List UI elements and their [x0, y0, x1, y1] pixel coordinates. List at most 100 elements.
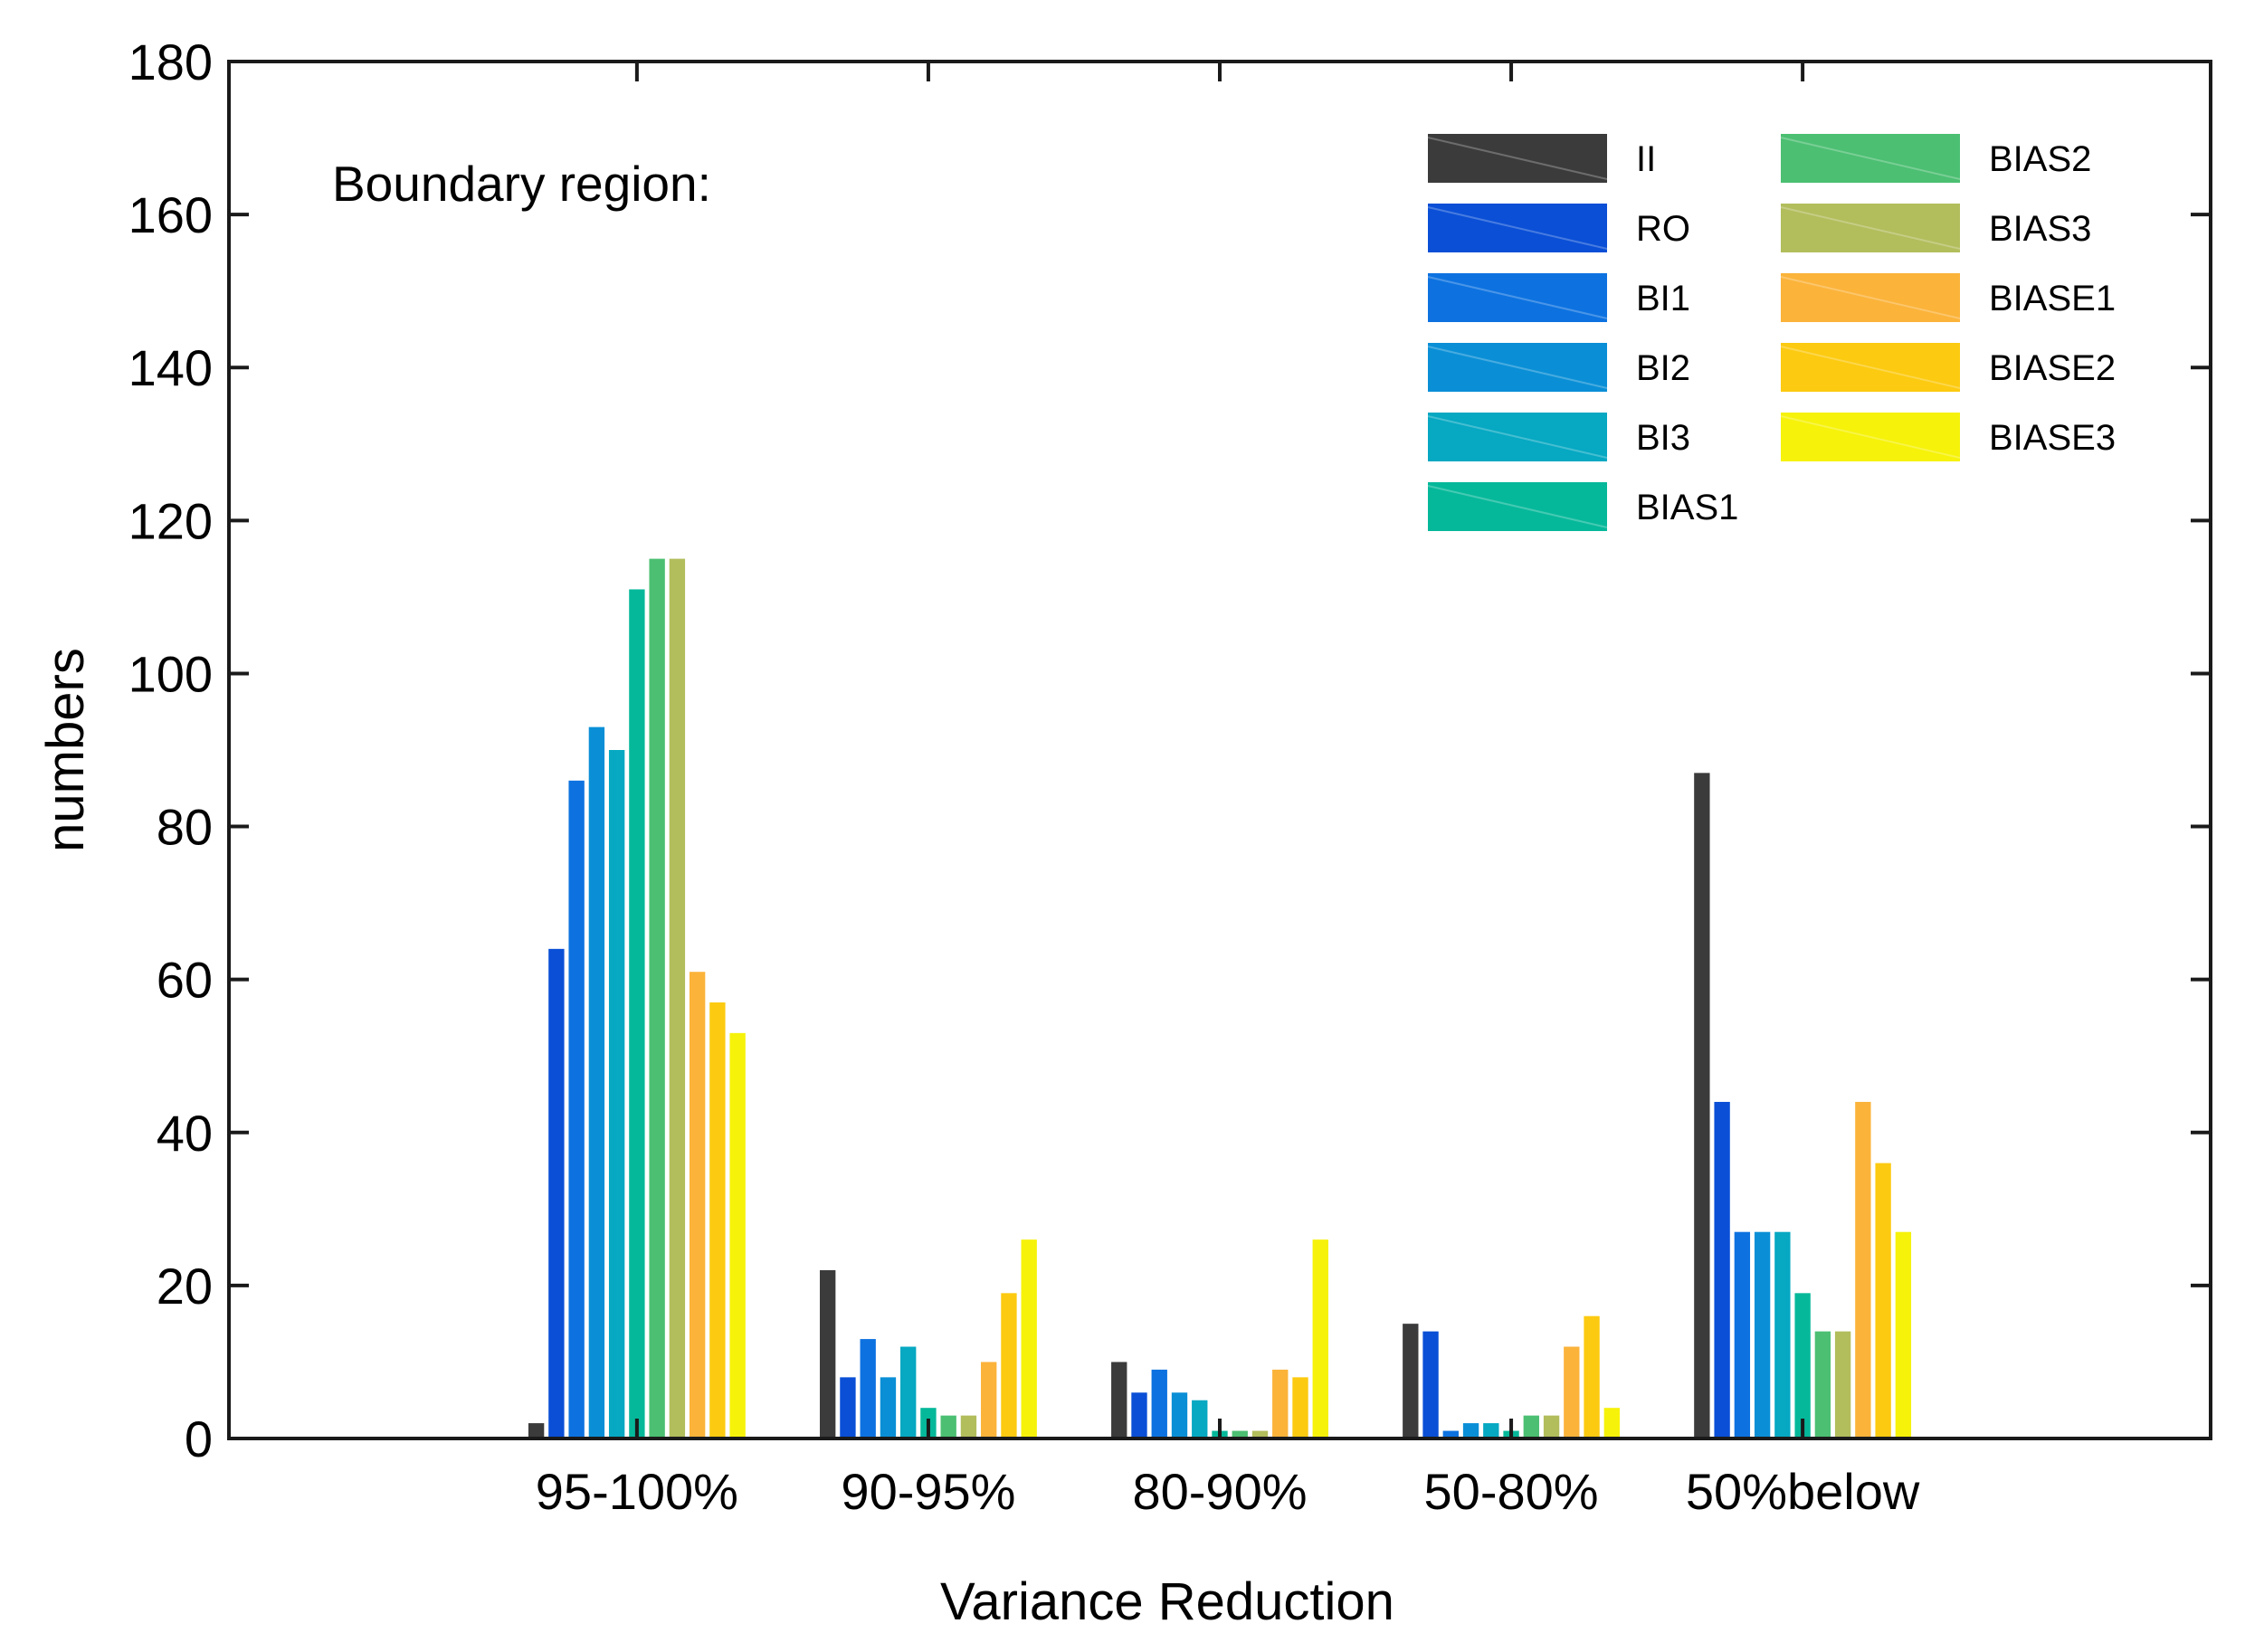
bar-biase3-3	[1603, 1408, 1620, 1438]
bar-biase1-1	[981, 1362, 997, 1438]
legend-swatch-bi3	[1428, 413, 1607, 461]
bar-biase2-3	[1584, 1315, 1600, 1438]
bar-biase2-1	[1001, 1293, 1017, 1438]
legend-swatch-hatch	[1780, 206, 1961, 250]
bar-bi1-4	[1734, 1231, 1751, 1438]
legend-label-biase3: BIASE3	[1989, 418, 2116, 458]
bar-bi1-1	[860, 1339, 876, 1438]
bar-bi2-3	[1462, 1423, 1479, 1438]
bar-biase2-0	[709, 1002, 726, 1438]
bar-ro-1	[840, 1377, 856, 1438]
legend-swatch-hatch	[1427, 485, 1608, 528]
bar-bi3-4	[1774, 1231, 1791, 1438]
bar-biase1-3	[1564, 1346, 1580, 1438]
bar-ii-2	[1111, 1362, 1127, 1438]
y-axis: 0 20 40 60 80 100 120 140 160 180	[128, 33, 2211, 1467]
bar-bias2-1	[940, 1415, 956, 1438]
x-tick-label: 80-90%	[1132, 1463, 1307, 1520]
bar-bias2-0	[649, 558, 665, 1438]
bar-bi3-2	[1192, 1400, 1208, 1438]
bar-bias3-3	[1543, 1415, 1560, 1438]
legend-swatch-bi1	[1428, 273, 1607, 322]
bar-ro-2	[1131, 1392, 1147, 1438]
x-tick-label: 50-80%	[1424, 1463, 1599, 1520]
bar-bias1-4	[1794, 1293, 1811, 1438]
bar-bi1-0	[568, 780, 585, 1438]
legend-swatch-biase3	[1781, 413, 1960, 461]
bar-ii-4	[1694, 773, 1710, 1438]
x-tick-label: 95-100%	[536, 1463, 738, 1520]
x-tick-label: 90-95%	[841, 1463, 1015, 1520]
legend-swatch-hatch	[1427, 415, 1608, 459]
bar-bias3-2	[1251, 1430, 1269, 1438]
bar-biase3-0	[729, 1032, 746, 1438]
legend-swatch-hatch	[1780, 346, 1961, 389]
x-axis-title: Variance Reduction	[940, 1572, 1394, 1631]
x-tick-label: 50%below	[1686, 1463, 1920, 1520]
bar-ii-0	[528, 1423, 545, 1438]
y-axis-title: numbers	[36, 648, 95, 852]
legend-swatch-bi2	[1428, 343, 1607, 392]
legend-label-bi3: BI3	[1636, 418, 1690, 458]
bar-biase3-2	[1312, 1239, 1328, 1438]
bar-ro-4	[1714, 1101, 1730, 1438]
bar-bias2-3	[1523, 1415, 1539, 1438]
bar-bias2-4	[1814, 1331, 1831, 1438]
y-tick-label: 180	[128, 33, 213, 90]
bar-biase1-2	[1272, 1369, 1289, 1438]
legend-label-bias1: BIAS1	[1636, 488, 1738, 527]
bar-ro-3	[1422, 1331, 1439, 1438]
legend-label-bi2: BI2	[1636, 348, 1690, 388]
legend-label-biase2: BIASE2	[1989, 348, 2116, 388]
bar-ro-0	[548, 948, 565, 1438]
plot-frame	[227, 60, 2212, 1440]
bar-biase3-1	[1021, 1239, 1037, 1438]
legend-swatch-hatch	[1427, 346, 1608, 389]
x-axis: 95-100% 90-95% 80-90% 50-80% 50%below	[536, 62, 1920, 1520]
y-tick-label: 40	[157, 1105, 213, 1162]
bar-bias2-2	[1232, 1430, 1248, 1438]
legend-swatch-ro	[1428, 204, 1607, 252]
legend: II RO BI1 BI2 BI3 BIAS1 BIAS2 BIAS3 BIASE1 BIASE2…	[1427, 134, 2116, 531]
legend-label-bias2: BIAS2	[1989, 139, 2091, 179]
bars-layer	[528, 558, 1912, 1438]
y-tick-label: 140	[128, 339, 213, 396]
legend-swatch-hatch	[1427, 137, 1608, 180]
bar-biase2-2	[1292, 1377, 1308, 1438]
y-tick-label: 120	[128, 492, 213, 549]
bar-bi2-2	[1171, 1392, 1188, 1438]
annotation-text: Boundary region:	[332, 156, 711, 212]
bar-bias3-4	[1834, 1331, 1851, 1438]
legend-label-bi1: BI1	[1636, 279, 1690, 318]
y-tick-label: 20	[157, 1258, 213, 1315]
legend-label-ii: II	[1636, 139, 1656, 179]
bar-bi3-3	[1483, 1423, 1499, 1438]
bar-ii-1	[820, 1269, 836, 1438]
legend-label-bias3: BIAS3	[1989, 209, 2091, 249]
bar-bi3-1	[900, 1346, 917, 1438]
bar-bias3-0	[669, 558, 686, 1438]
legend-swatch-ii	[1428, 134, 1607, 183]
bar-biase1-4	[1855, 1101, 1871, 1438]
bar-bi2-4	[1754, 1231, 1771, 1438]
y-tick-label: 60	[157, 952, 213, 1009]
bar-biase3-4	[1895, 1231, 1912, 1438]
bar-ii-3	[1403, 1324, 1419, 1438]
legend-swatch-bias1	[1428, 482, 1607, 531]
legend-swatch-hatch	[1427, 206, 1608, 250]
bar-bi2-0	[588, 726, 605, 1438]
bar-bi1-2	[1151, 1369, 1167, 1438]
y-tick-label: 100	[128, 645, 213, 702]
legend-label-biase1: BIASE1	[1989, 279, 2116, 318]
y-tick-label: 160	[128, 186, 213, 243]
legend-swatch-biase1	[1781, 273, 1960, 322]
bar-bi3-0	[608, 750, 625, 1438]
bar-bias1-0	[629, 589, 645, 1438]
legend-swatch-biase2	[1781, 343, 1960, 392]
legend-swatch-bias3	[1781, 204, 1960, 252]
legend-swatch-hatch	[1427, 276, 1608, 319]
bar-biase1-0	[689, 972, 706, 1438]
y-tick-label: 0	[185, 1410, 213, 1467]
bar-bi2-1	[880, 1377, 897, 1438]
